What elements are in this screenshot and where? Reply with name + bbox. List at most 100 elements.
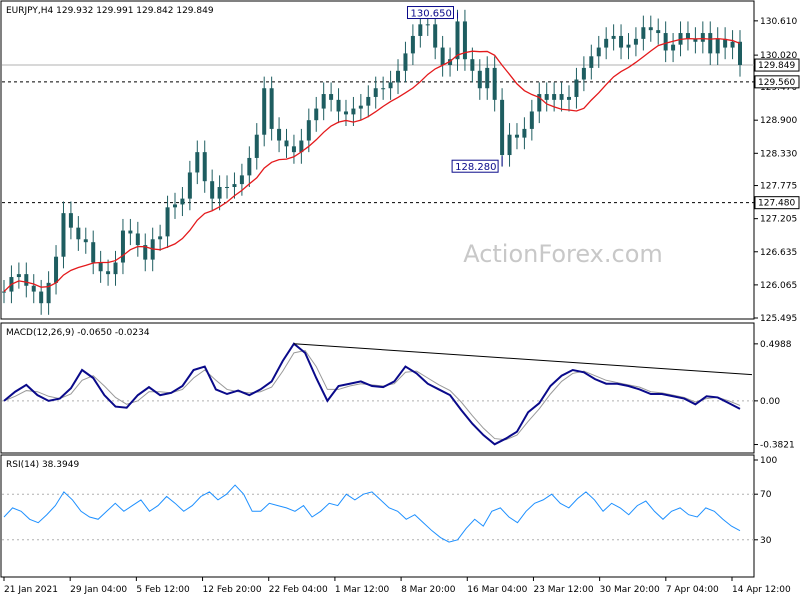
candle-body bbox=[626, 44, 631, 48]
candle-body bbox=[61, 213, 66, 257]
rsi-line bbox=[3, 484, 741, 543]
candle-body bbox=[158, 236, 163, 240]
current-price-tag bbox=[754, 58, 800, 72]
macd-pane-title: MACD(12,26,9) -0.0650 -0.0234 bbox=[6, 328, 150, 338]
watermark: ActionForex.com bbox=[463, 240, 663, 268]
candle-body bbox=[708, 33, 713, 54]
price-tick-label: 128.900 bbox=[760, 116, 797, 126]
date-tick-label: 23 Mar 12:00 bbox=[533, 585, 593, 595]
rsi-pane-frame bbox=[0, 454, 755, 578]
macd-tick-label: 0.00 bbox=[760, 397, 780, 407]
candle-body bbox=[143, 245, 148, 260]
price-tick-label: 126.065 bbox=[760, 281, 797, 291]
rsi-tick-label: 70 bbox=[760, 490, 772, 500]
current-price-label: 129.849 bbox=[758, 61, 795, 71]
macd-signal-line bbox=[3, 350, 741, 441]
candle-body bbox=[641, 27, 646, 39]
candle-body bbox=[693, 38, 698, 42]
candle-body bbox=[232, 184, 237, 187]
candle-body bbox=[225, 186, 230, 188]
date-tick-label: 30 Mar 20:00 bbox=[600, 585, 660, 595]
candle-body bbox=[314, 108, 319, 121]
price-candles bbox=[2, 9, 742, 315]
candle-body bbox=[39, 291, 44, 304]
candle-body bbox=[403, 53, 408, 71]
candle-body bbox=[589, 56, 594, 68]
price-pane-title: EURJPY,H4 129.932 129.991 129.842 129.84… bbox=[6, 6, 214, 16]
price-tick-label: 128.330 bbox=[760, 149, 797, 159]
candle-body bbox=[507, 134, 512, 156]
candle-body bbox=[685, 33, 690, 39]
candle-body bbox=[2, 291, 6, 293]
candle-body bbox=[648, 27, 653, 31]
candle-body bbox=[715, 38, 720, 54]
date-tick-label: 8 Mar 20:00 bbox=[401, 585, 456, 595]
candle-body bbox=[358, 105, 363, 109]
candle-body bbox=[373, 88, 378, 97]
candle-body bbox=[492, 67, 497, 100]
date-x-axis: 21 Jan 2021 29 Jan 04:00 5 Feb 12:00 12 Feb… bbox=[3, 577, 791, 595]
candle-body bbox=[195, 152, 200, 173]
candle-body bbox=[433, 24, 438, 48]
candle-body bbox=[574, 79, 579, 97]
annotation-label: 128.280 bbox=[455, 162, 496, 173]
candle-body bbox=[202, 152, 207, 182]
candle-body bbox=[210, 181, 215, 199]
candle-body bbox=[604, 38, 609, 48]
date-tick-label: 14 Apr 12:00 bbox=[732, 585, 791, 595]
rsi-pane-title: RSI(14) 38.3949 bbox=[6, 460, 79, 470]
candle-body bbox=[529, 111, 534, 129]
rsi-tick-label: 30 bbox=[760, 536, 772, 546]
candle-body bbox=[180, 198, 185, 205]
candle-body bbox=[723, 38, 728, 48]
candle-body bbox=[559, 94, 564, 100]
macd-trendline bbox=[293, 343, 753, 376]
price-tick-label: 127.775 bbox=[760, 182, 797, 192]
candle-body bbox=[321, 94, 326, 109]
candle-body bbox=[68, 213, 73, 228]
annotation-box bbox=[451, 159, 499, 173]
candle-body bbox=[291, 146, 296, 153]
candle-body bbox=[76, 227, 81, 240]
candle-body bbox=[462, 21, 467, 60]
candle-body bbox=[54, 256, 59, 283]
candle-body bbox=[269, 88, 274, 129]
candle-body bbox=[425, 24, 430, 26]
candle-body bbox=[455, 21, 460, 60]
candle-body bbox=[254, 134, 259, 158]
candle-body bbox=[388, 82, 393, 89]
level-tag bbox=[754, 196, 800, 210]
level-label: 129.560 bbox=[758, 78, 795, 88]
price-tick-label: 127.205 bbox=[760, 215, 797, 225]
candle-body bbox=[656, 30, 661, 34]
candle-body bbox=[16, 274, 21, 278]
candle-body bbox=[611, 35, 616, 39]
candle-body bbox=[381, 88, 386, 90]
candle-body bbox=[581, 67, 586, 80]
date-tick-label: 5 Feb 12:00 bbox=[136, 585, 190, 595]
date-tick-label: 1 Mar 12:00 bbox=[335, 585, 390, 595]
date-tick-label: 12 Feb 20:00 bbox=[203, 585, 262, 595]
macd-tick-label: 0.4988 bbox=[760, 340, 792, 350]
candle-body bbox=[31, 285, 36, 292]
price-levels: 129.560 127.480 129.849 bbox=[2, 58, 800, 210]
macd-tick-label: -0.3821 bbox=[760, 441, 795, 451]
price-annotations: 130.650 128.280 bbox=[406, 6, 503, 173]
candle-body bbox=[306, 120, 311, 141]
candle-body bbox=[106, 271, 111, 275]
candle-body bbox=[567, 96, 572, 100]
price-y-axis: 125.495 126.065 126.635 127.205 127.775 128.3… bbox=[754, 17, 797, 324]
candle-body bbox=[172, 204, 177, 208]
candle-body bbox=[165, 207, 170, 237]
candle-body bbox=[596, 47, 601, 57]
candle-body bbox=[396, 70, 401, 83]
date-tick-label: 22 Feb 04:00 bbox=[269, 585, 328, 595]
date-tick-label: 16 Mar 04:00 bbox=[467, 585, 527, 595]
candle-body bbox=[120, 230, 125, 263]
candle-body bbox=[128, 230, 133, 234]
candle-body bbox=[418, 24, 423, 36]
candle-body bbox=[24, 274, 29, 286]
date-tick-label: 21 Jan 2021 bbox=[4, 585, 58, 595]
